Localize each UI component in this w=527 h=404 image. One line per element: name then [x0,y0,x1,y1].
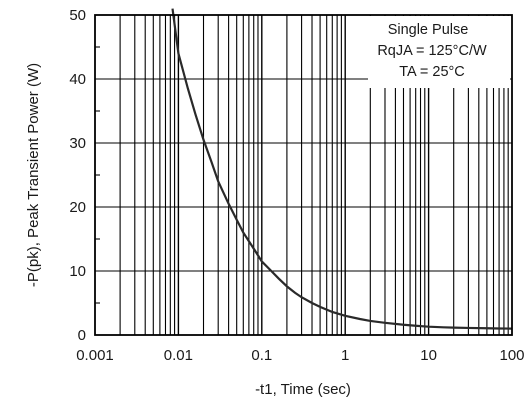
x-tick-labels: 0.001 0.01 0.1 1 10 100 [76,347,524,364]
x-tick-label: 1 [341,347,349,364]
annotation-line-1: Single Pulse [388,22,469,38]
annotation-background [368,16,510,88]
annotation-line-2: RqJA = 125°C/W [377,43,487,59]
annotation-line-3: TA = 25°C [399,64,465,80]
x-tick-label: 0.1 [251,347,272,364]
y-tick-label: 20 [69,199,86,216]
y-tick-label: 10 [69,263,86,280]
y-tick-labels: 0 10 20 30 40 50 [69,7,86,344]
x-tick-label: 0.001 [76,347,114,364]
y-tick-label: 50 [69,7,86,24]
x-tick-label: 10 [420,347,437,364]
grid [95,15,512,335]
plot-area-border [94,14,513,336]
power-curve-line [171,8,513,330]
x-tick-label: 0.01 [164,347,193,364]
y-axis-title: -P(pk), Peak Transient Power (W) [25,63,42,287]
x-tick-label: 100 [499,347,524,364]
y-tick-label: 0 [78,327,86,344]
y-tick-label: 40 [69,71,86,88]
x-axis-title: -t1, Time (sec) [255,381,351,398]
annotation-box: Single Pulse RqJA = 125°C/W TA = 25°C [368,16,510,88]
y-tick-label: 30 [69,135,86,152]
